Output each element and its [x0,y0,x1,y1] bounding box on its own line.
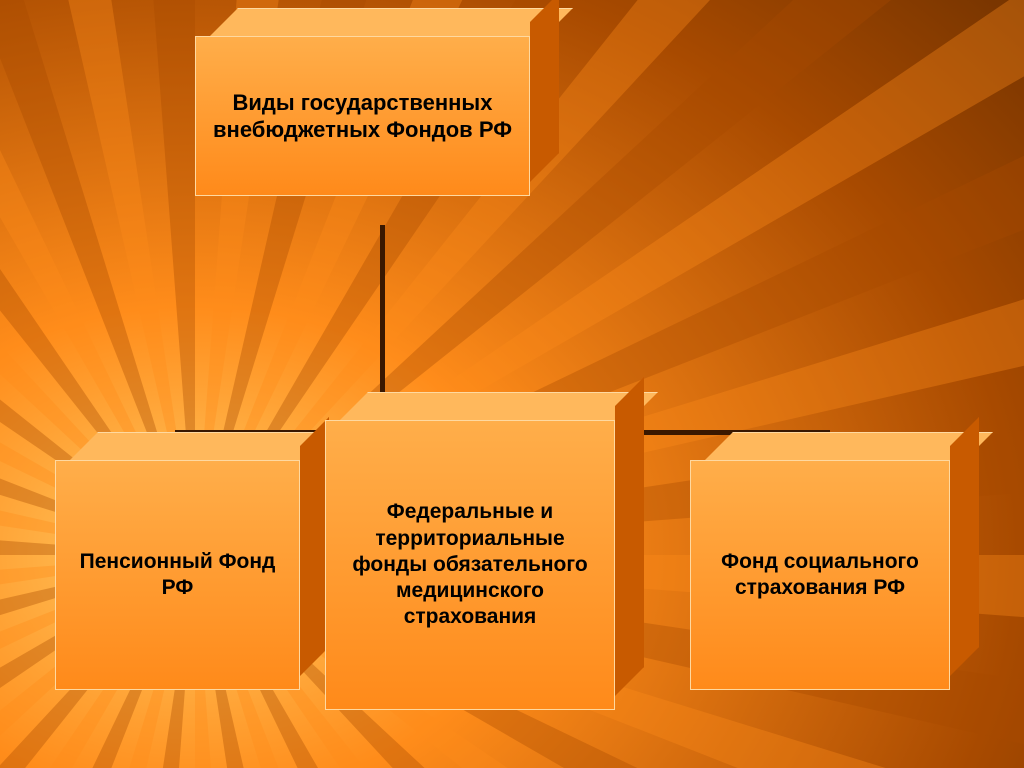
child-node-label: Пенсионный Фонд РФ [55,460,300,690]
child-node-label: Федеральные и территориальные фонды обяз… [325,420,615,710]
child-node-pension: Пенсионный Фонд РФ [55,460,300,690]
root-node-label: Виды государственных внебюджетных Фондов… [195,36,530,196]
slide-stage: Виды государственных внебюджетных Фондов… [0,0,1024,768]
child-node-medical: Федеральные и территориальные фонды обяз… [325,420,615,710]
child-node-label: Фонд социального страхования РФ [690,460,950,690]
child-node-social: Фонд социального страхования РФ [690,460,950,690]
root-node: Виды государственных внебюджетных Фондов… [195,36,530,196]
